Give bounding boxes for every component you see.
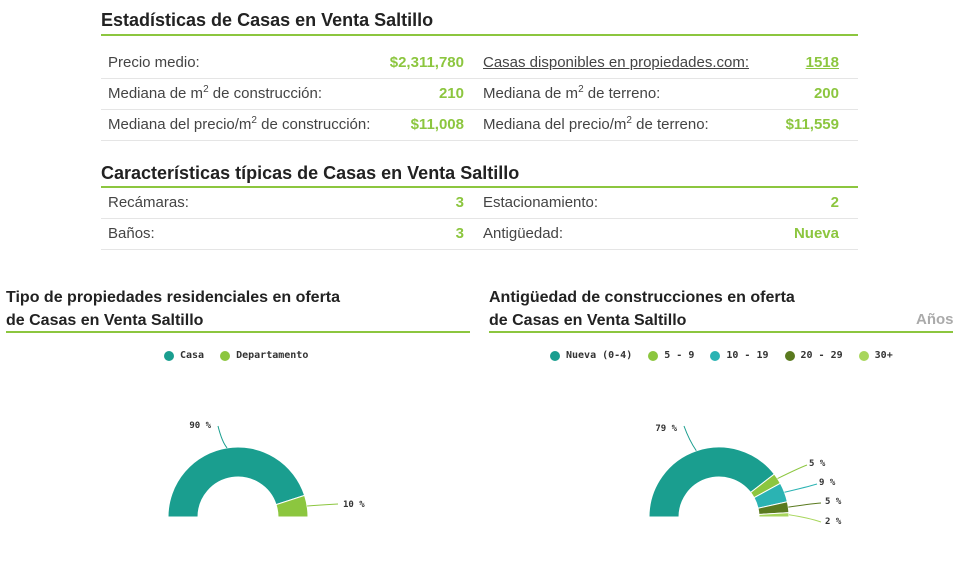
bathrooms-value: 3 bbox=[455, 225, 464, 242]
label-connector bbox=[683, 425, 697, 452]
parking-label: Estacionamiento: bbox=[483, 194, 599, 211]
median-price-m2-construction-label: Mediana del precio/m2 de construcción: bbox=[108, 115, 371, 134]
legend-label: 20 - 29 bbox=[800, 350, 843, 361]
stats-table: Precio medio: $2,311,780 Casas disponibl… bbox=[101, 48, 858, 141]
legend-label: 10 - 19 bbox=[726, 350, 769, 361]
chart2-title-underline bbox=[489, 331, 953, 333]
legend-dot bbox=[710, 350, 721, 361]
label-connector bbox=[784, 483, 818, 493]
data-label: 79 % bbox=[655, 424, 677, 434]
data-label: 2 % bbox=[825, 517, 842, 527]
legend-item[interactable]: 5 - 9 bbox=[648, 350, 694, 361]
legend-item[interactable]: 30+ bbox=[858, 350, 893, 361]
legend-item[interactable]: 20 - 29 bbox=[784, 350, 843, 361]
features-table: Recámaras: 3 Estacionamiento: 2 Baños: 3… bbox=[101, 188, 858, 250]
label-connector bbox=[777, 464, 808, 480]
stats-row-m2: Mediana de m2 de construcción: 210 Media… bbox=[101, 79, 858, 110]
median-m2-land-label: Mediana de m2 de terreno: bbox=[483, 84, 661, 103]
features-row-2: Baños: 3 Antigüedad: Nueva bbox=[101, 219, 858, 250]
legend-item[interactable]: Casa bbox=[164, 350, 204, 361]
available-houses-link[interactable]: Casas disponibles en propiedades.com: bbox=[483, 54, 749, 71]
chart2-title: Antigüedad de construcciones en oferta d… bbox=[489, 289, 795, 329]
data-label: 90 % bbox=[189, 421, 211, 431]
label-connector bbox=[788, 502, 822, 508]
median-price-m2-land-value: $11,559 bbox=[785, 116, 839, 133]
chart2-svg: 79 % 5 % 9 % 5 % 2 % bbox=[648, 424, 842, 527]
legend-dot bbox=[550, 350, 560, 361]
chart1-svg: 90 % 10 % bbox=[167, 421, 365, 518]
legend-label: Departamento bbox=[236, 350, 309, 361]
legend-item[interactable]: Departamento bbox=[220, 350, 308, 361]
median-price-value: $2,311,780 bbox=[389, 54, 464, 71]
legend-dot bbox=[648, 350, 659, 361]
bedrooms-label: Recámaras: bbox=[108, 194, 189, 211]
legend-label: 30+ bbox=[874, 350, 893, 361]
available-houses-value[interactable]: 1518 bbox=[805, 54, 839, 71]
age-label: Antigüedad: bbox=[483, 225, 564, 242]
legend-label: 5 - 9 bbox=[664, 350, 695, 361]
median-m2-land-value: 200 bbox=[813, 85, 839, 102]
stats-title: Estadísticas de Casas en Venta Saltillo bbox=[101, 10, 434, 30]
data-label: 9 % bbox=[819, 478, 836, 488]
chart1-title: Tipo de propiedades residenciales en ofe… bbox=[6, 289, 341, 329]
legend-dot bbox=[164, 350, 174, 361]
stats-row-price: Precio medio: $2,311,780 Casas disponibl… bbox=[101, 48, 858, 79]
pie-slice[interactable] bbox=[758, 512, 790, 518]
chart1-legend: Casa Departamento bbox=[164, 350, 308, 361]
bathrooms-label: Baños: bbox=[108, 225, 155, 242]
legend-dot bbox=[858, 350, 869, 361]
pie-slice[interactable] bbox=[275, 494, 309, 518]
median-price-m2-construction-value: $11,008 bbox=[410, 116, 464, 133]
legend-label: Casa bbox=[180, 350, 205, 361]
pie-slice[interactable] bbox=[648, 446, 776, 518]
label-connector bbox=[788, 514, 822, 523]
chart1-title-underline bbox=[6, 331, 470, 333]
features-title: Características típicas de Casas en Vent… bbox=[101, 163, 520, 183]
legend-dot bbox=[784, 350, 795, 361]
pie-slice[interactable] bbox=[167, 446, 306, 518]
chart2-legend: Nueva (0-4) 5 - 9 10 - 19 20 - 29 30+ bbox=[550, 350, 893, 361]
median-price-m2-land-label: Mediana del precio/m2 de terreno: bbox=[483, 115, 709, 134]
legend-item[interactable]: 10 - 19 bbox=[710, 350, 769, 361]
parking-value: 2 bbox=[830, 194, 839, 211]
stats-row-price-m2: Mediana del precio/m2 de construcción: $… bbox=[101, 110, 858, 141]
data-label: 10 % bbox=[343, 500, 365, 510]
bedrooms-value: 3 bbox=[455, 194, 464, 211]
legend-item[interactable]: Nueva (0-4) bbox=[550, 350, 632, 361]
features-row-1: Recámaras: 3 Estacionamiento: 2 bbox=[101, 188, 858, 219]
median-m2-construction-label: Mediana de m2 de construcción: bbox=[108, 84, 323, 103]
age-value: Nueva bbox=[793, 225, 839, 242]
data-label: 5 % bbox=[809, 459, 826, 469]
median-price-label: Precio medio: bbox=[108, 54, 200, 71]
median-m2-construction-value: 210 bbox=[438, 85, 464, 102]
legend-label: Nueva (0-4) bbox=[566, 350, 633, 361]
label-connector bbox=[217, 425, 228, 449]
stats-title-underline bbox=[101, 34, 858, 36]
label-connector bbox=[307, 503, 339, 507]
data-label: 5 % bbox=[825, 497, 842, 507]
legend-dot bbox=[220, 350, 231, 361]
chart2-unit-label: Años bbox=[916, 311, 954, 328]
features-title-underline bbox=[101, 186, 858, 188]
